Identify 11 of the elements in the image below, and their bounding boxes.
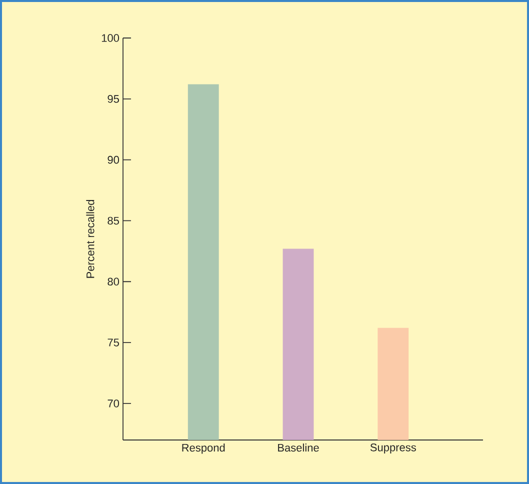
- y-tick-label: 70: [108, 400, 120, 408]
- y-tick-label: 75: [108, 338, 119, 346]
- x-tick-label: Suppress: [370, 444, 416, 454]
- x-tick-label: Baseline: [278, 444, 319, 452]
- x-tick-label: Respond: [182, 444, 225, 454]
- y-tick-label: 100: [102, 34, 120, 42]
- y-tick-label: 80: [108, 278, 120, 286]
- y-axis-title: Percent recalled: [86, 200, 94, 278]
- y-tick-label: 95: [108, 95, 119, 103]
- y-tick-label: 85: [108, 216, 119, 225]
- y-tick-label: 90: [108, 156, 120, 164]
